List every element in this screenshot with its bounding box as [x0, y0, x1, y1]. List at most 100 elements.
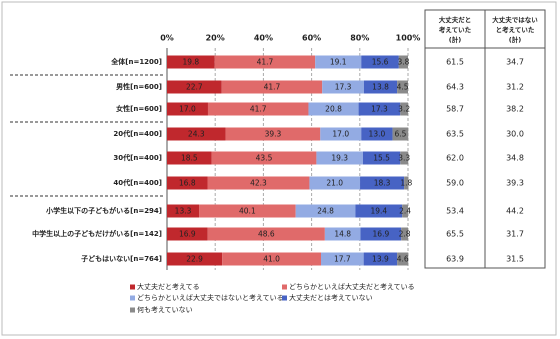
value-label: 16.9	[179, 230, 196, 239]
category-label: 小学生以下の子どもがいる[n=294]	[45, 206, 162, 215]
bar-segment	[363, 80, 398, 94]
bar-segment	[355, 204, 403, 218]
bar-segment	[309, 176, 361, 190]
table-cell: 58.7	[446, 105, 464, 114]
x-tick-label: 60%	[302, 34, 321, 43]
table-cell: 34.8	[506, 154, 524, 163]
bar-segment	[167, 252, 223, 266]
bar-segment	[211, 151, 317, 165]
category-label: 女性[n=600]	[116, 104, 162, 113]
value-label: 17.3	[335, 83, 352, 92]
value-label: 14.8	[334, 230, 351, 239]
bar-segment	[214, 55, 316, 69]
value-label: 20.8	[325, 105, 342, 114]
legend-swatch	[130, 307, 135, 313]
table-cell: 30.0	[506, 130, 524, 139]
value-label: 16.9	[373, 230, 390, 239]
value-label: 19.8	[183, 58, 200, 67]
table-cell: 31.5	[506, 255, 524, 264]
bar-segment	[167, 151, 212, 165]
legend-swatch	[282, 284, 287, 290]
value-label: 21.0	[326, 179, 343, 188]
bar-segment	[320, 252, 364, 266]
table-header: 考えていた	[439, 25, 472, 34]
category-label: 中学生以上の子どもだけがいる[n=142]	[32, 229, 162, 238]
bar-segment	[207, 227, 325, 241]
value-label: 41.0	[263, 255, 280, 264]
value-label: 3.3	[398, 154, 410, 163]
value-label: 13.8	[372, 83, 389, 92]
bar-segment	[397, 80, 408, 94]
value-label: 42.3	[250, 179, 267, 188]
bar-segment	[360, 176, 405, 190]
value-label: 22.9	[186, 255, 203, 264]
value-label: 19.4	[370, 207, 387, 216]
category-label: 全体[n=1200]	[110, 57, 162, 66]
table-cell: 38.2	[506, 105, 524, 114]
bar-segment	[167, 55, 215, 69]
bar-segment	[398, 55, 408, 69]
bar-segment	[308, 102, 359, 116]
bar-segment	[361, 55, 399, 69]
table-cell: 61.5	[446, 58, 464, 67]
bar-segment	[167, 204, 200, 218]
value-label: 4.6	[397, 255, 409, 264]
bar-segment	[221, 80, 323, 94]
legend-swatch	[130, 284, 135, 290]
table-header: 大丈夫ではない	[492, 15, 538, 24]
value-label: 2.8	[399, 230, 411, 239]
value-label: 24.3	[188, 130, 205, 139]
value-label: 39.3	[265, 130, 282, 139]
bar-segment	[400, 151, 409, 165]
bar-segment	[199, 204, 296, 218]
bar-segment	[400, 102, 408, 116]
table-header: (計)	[449, 35, 461, 44]
bar-segment	[324, 227, 361, 241]
value-label: 3.2	[398, 105, 410, 114]
bar-segment	[320, 127, 362, 141]
bar-segment	[361, 127, 393, 141]
value-label: 15.6	[372, 58, 389, 67]
value-label: 48.6	[258, 230, 275, 239]
table-cell: 44.2	[506, 207, 524, 216]
bar-segment	[397, 252, 409, 266]
category-label: 20代[n=400]	[113, 129, 162, 138]
bar-segment	[167, 127, 226, 141]
table-cell: 39.3	[506, 179, 524, 188]
value-label: 16.8	[179, 179, 196, 188]
value-label: 17.0	[179, 105, 196, 114]
value-label: 19.3	[331, 154, 348, 163]
bar-segment	[207, 176, 310, 190]
x-tick-label: 40%	[254, 34, 273, 43]
x-tick-label: 80%	[350, 34, 369, 43]
bar-segment	[225, 127, 321, 141]
x-tick-label: 20%	[206, 34, 225, 43]
bar-segment	[360, 227, 402, 241]
x-tick-label: 100%	[396, 34, 421, 43]
legend-label: 何も考えていない	[137, 305, 193, 314]
table-cell: 64.3	[446, 83, 464, 92]
value-label: 15.5	[373, 154, 390, 163]
table-cell: 31.2	[506, 83, 524, 92]
category-label: 30代[n=400]	[113, 153, 162, 162]
category-label: 男性[n=600]	[116, 82, 162, 91]
table-header: 大丈夫だと	[439, 15, 472, 24]
table-cell: 63.9	[446, 255, 464, 264]
value-label: 18.3	[374, 179, 391, 188]
bar-segment	[222, 252, 321, 266]
value-label: 17.7	[334, 255, 351, 264]
value-label: 1.8	[400, 179, 412, 188]
value-label: 22.7	[186, 83, 203, 92]
bar-segment	[167, 102, 208, 116]
bar-segment	[404, 176, 409, 190]
table-header: と考えていた	[496, 25, 535, 34]
value-label: 13.9	[372, 255, 389, 264]
value-label: 41.7	[264, 83, 281, 92]
bar-segment	[295, 204, 356, 218]
table-cell: 34.7	[506, 58, 524, 67]
value-label: 2.4	[399, 207, 411, 216]
bar-segment	[402, 204, 408, 218]
legend-label: どちらかといえば大丈夫ではないと考えている	[137, 293, 284, 302]
bar-segment	[363, 252, 398, 266]
